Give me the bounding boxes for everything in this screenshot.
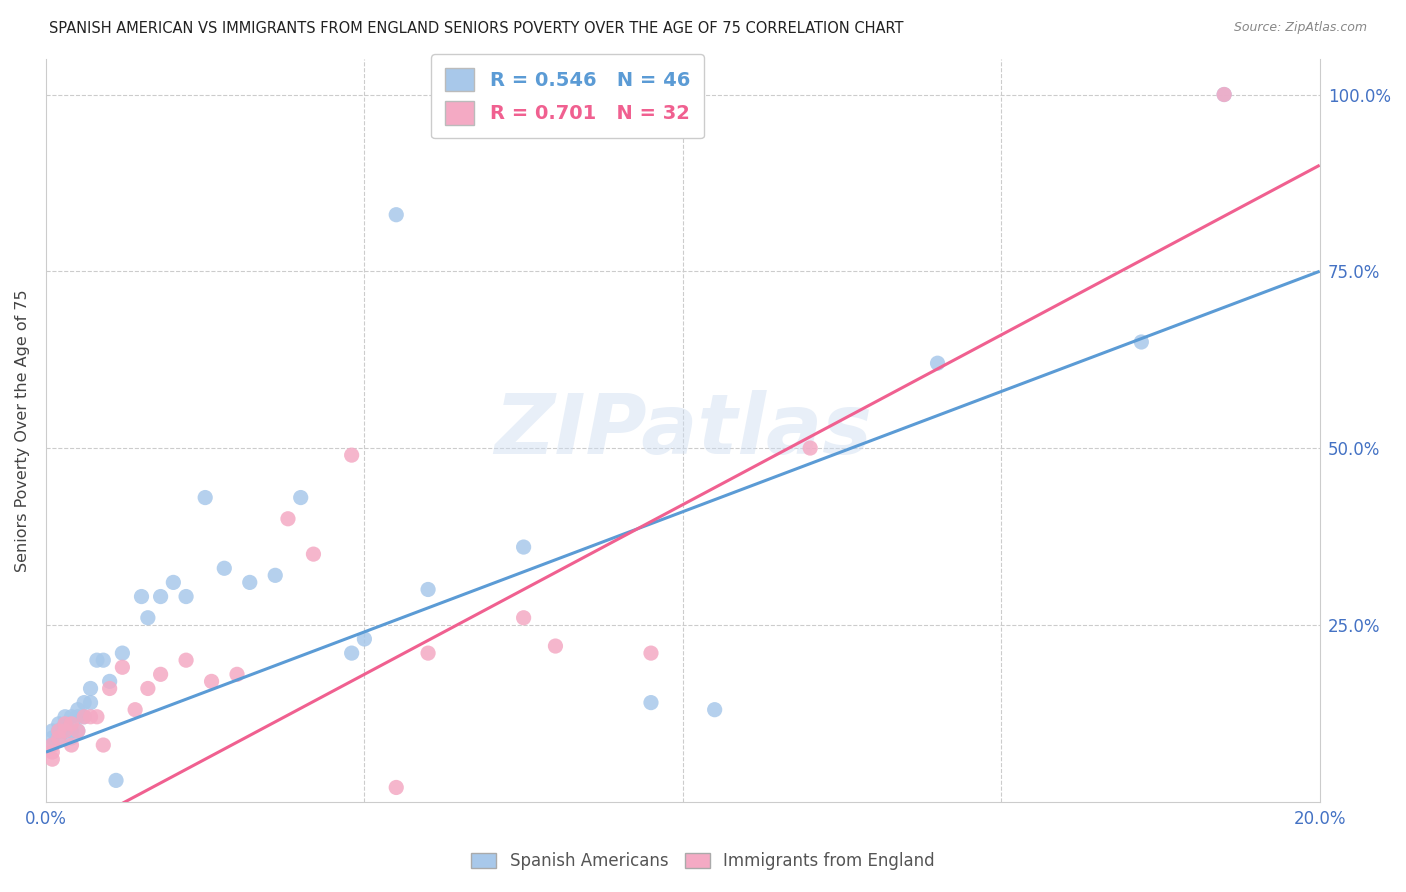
Point — [162, 575, 184, 590]
Point — [73, 696, 96, 710]
Point — [53, 723, 76, 738]
Point — [66, 723, 89, 738]
Point — [512, 540, 534, 554]
Point — [79, 681, 101, 696]
Point — [124, 703, 146, 717]
Point — [174, 590, 197, 604]
Point — [53, 710, 76, 724]
Point — [340, 646, 363, 660]
Point — [66, 723, 89, 738]
Point — [48, 723, 70, 738]
Point — [416, 582, 439, 597]
Point — [290, 491, 312, 505]
Point — [544, 639, 567, 653]
Point — [149, 667, 172, 681]
Point — [264, 568, 287, 582]
Point — [111, 660, 134, 674]
Point — [340, 448, 363, 462]
Point — [1130, 334, 1153, 349]
Legend: R = 0.546   N = 46, R = 0.701   N = 32: R = 0.546 N = 46, R = 0.701 N = 32 — [432, 54, 704, 138]
Y-axis label: Seniors Poverty Over the Age of 75: Seniors Poverty Over the Age of 75 — [15, 289, 30, 572]
Point — [214, 561, 236, 575]
Point — [174, 653, 197, 667]
Point — [66, 710, 89, 724]
Point — [41, 745, 63, 759]
Point — [136, 681, 159, 696]
Point — [105, 773, 128, 788]
Point — [73, 710, 96, 724]
Point — [53, 723, 76, 738]
Point — [136, 611, 159, 625]
Point — [60, 716, 83, 731]
Point — [1213, 87, 1236, 102]
Point — [302, 547, 325, 561]
Point — [149, 590, 172, 604]
Point — [385, 780, 408, 795]
Point — [41, 752, 63, 766]
Point — [53, 723, 76, 738]
Point — [91, 653, 114, 667]
Point — [98, 674, 121, 689]
Point — [86, 710, 108, 724]
Point — [1213, 87, 1236, 102]
Point — [131, 590, 153, 604]
Point — [79, 710, 101, 724]
Point — [927, 356, 949, 370]
Point — [60, 710, 83, 724]
Point — [41, 723, 63, 738]
Point — [277, 512, 299, 526]
Point — [640, 696, 662, 710]
Point — [41, 738, 63, 752]
Point — [41, 731, 63, 745]
Point — [66, 703, 89, 717]
Point — [353, 632, 375, 646]
Point — [60, 731, 83, 745]
Point — [194, 491, 217, 505]
Point — [73, 710, 96, 724]
Point — [86, 653, 108, 667]
Point — [200, 674, 222, 689]
Point — [385, 208, 408, 222]
Point — [226, 667, 249, 681]
Text: SPANISH AMERICAN VS IMMIGRANTS FROM ENGLAND SENIORS POVERTY OVER THE AGE OF 75 C: SPANISH AMERICAN VS IMMIGRANTS FROM ENGL… — [49, 21, 904, 36]
Point — [239, 575, 262, 590]
Point — [60, 738, 83, 752]
Text: ZIPatlas: ZIPatlas — [494, 390, 872, 471]
Text: Source: ZipAtlas.com: Source: ZipAtlas.com — [1233, 21, 1367, 34]
Point — [41, 738, 63, 752]
Point — [640, 646, 662, 660]
Point — [91, 738, 114, 752]
Point — [111, 646, 134, 660]
Point — [799, 441, 821, 455]
Point — [53, 716, 76, 731]
Point — [703, 703, 725, 717]
Point — [48, 716, 70, 731]
Point — [416, 646, 439, 660]
Point — [53, 716, 76, 731]
Point — [48, 731, 70, 745]
Point — [79, 696, 101, 710]
Legend: Spanish Americans, Immigrants from England: Spanish Americans, Immigrants from Engla… — [464, 846, 942, 877]
Point — [48, 723, 70, 738]
Point — [48, 731, 70, 745]
Point — [512, 611, 534, 625]
Point — [98, 681, 121, 696]
Point — [60, 723, 83, 738]
Point — [48, 723, 70, 738]
